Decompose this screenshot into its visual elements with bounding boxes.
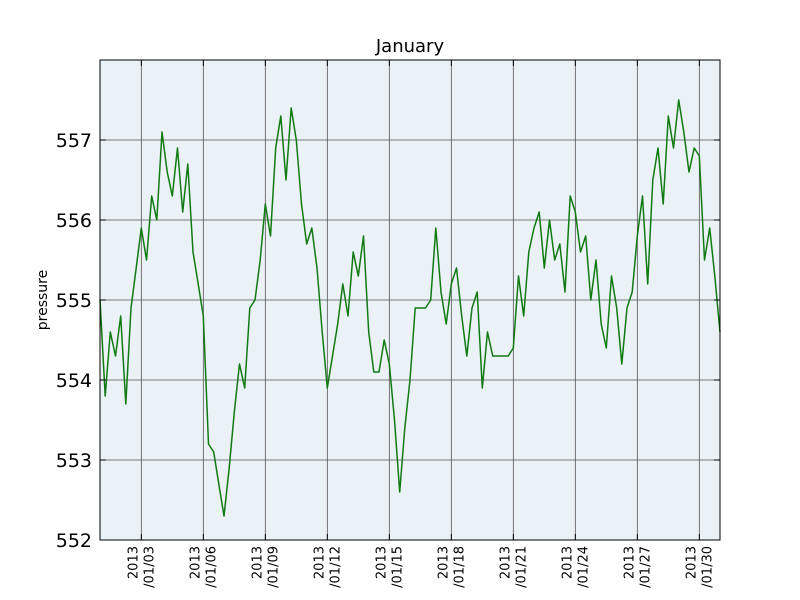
x-tick-label: 2013/01/03 bbox=[126, 546, 157, 588]
x-tick-label-date: /01/18 bbox=[452, 546, 467, 588]
x-tick-label-date: /01/30 bbox=[700, 546, 715, 588]
x-tick-label-date: /01/24 bbox=[576, 546, 591, 588]
x-tick-label-year: 2013 bbox=[622, 546, 637, 579]
y-tick-label: 557 bbox=[56, 130, 92, 152]
y-tick-label: 553 bbox=[56, 450, 92, 472]
chart-title: January bbox=[375, 36, 445, 57]
x-tick-label-year: 2013 bbox=[250, 546, 265, 579]
x-tick-label-date: /01/09 bbox=[266, 546, 281, 588]
x-tick-label: 2013/01/12 bbox=[312, 546, 343, 588]
x-tick-label: 2013/01/21 bbox=[498, 546, 529, 588]
y-axis: 552 553 554 555 556 557 bbox=[56, 130, 720, 552]
x-tick-label: 2013/01/15 bbox=[374, 546, 405, 588]
x-tick-label: 2013/01/24 bbox=[560, 546, 591, 588]
series-line-pressure bbox=[99, 99, 721, 517]
y-tick-label: 556 bbox=[56, 210, 92, 232]
x-axis: 2013/01/03 2013/01/06 2013/01/09 2013/01/12… bbox=[126, 60, 715, 588]
y-tick-label: 552 bbox=[56, 530, 92, 552]
x-tick-label-year: 2013 bbox=[684, 546, 699, 579]
x-tick-label-year: 2013 bbox=[126, 546, 141, 579]
x-tick-label-date: /01/27 bbox=[638, 546, 653, 588]
x-tick-label-year: 2013 bbox=[374, 546, 389, 579]
x-tick-label-date: /01/21 bbox=[514, 546, 529, 588]
x-tick-label-date: /01/03 bbox=[142, 546, 157, 588]
x-tick-label-date: /01/12 bbox=[328, 546, 343, 588]
x-tick-label: 2013/01/06 bbox=[188, 546, 219, 588]
x-tick-label: 2013/01/09 bbox=[250, 546, 281, 588]
x-tick-label-year: 2013 bbox=[436, 546, 451, 579]
x-tick-label-year: 2013 bbox=[560, 546, 575, 579]
x-tick-label: 2013/01/27 bbox=[622, 546, 653, 588]
y-axis-label: pressure bbox=[35, 270, 51, 330]
x-tick-label-date: /01/15 bbox=[390, 546, 405, 588]
x-tick-label-year: 2013 bbox=[498, 546, 513, 579]
x-tick-label-year: 2013 bbox=[188, 546, 203, 579]
x-tick-label-year: 2013 bbox=[312, 546, 327, 579]
x-tick-label: 2013/01/18 bbox=[436, 546, 467, 588]
y-tick-label: 554 bbox=[56, 370, 92, 392]
y-tick-label: 555 bbox=[56, 290, 92, 312]
x-tick-label: 2013/01/30 bbox=[684, 546, 715, 588]
x-tick-label-date: /01/06 bbox=[204, 546, 219, 588]
